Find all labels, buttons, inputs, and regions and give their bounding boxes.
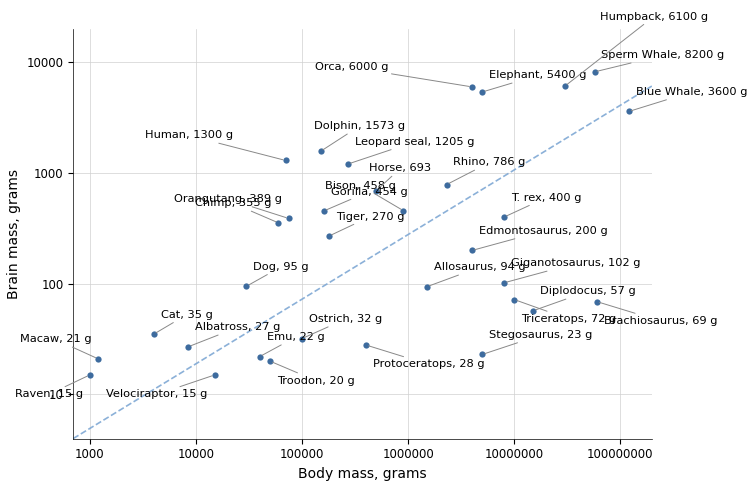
Text: Bison, 458 g: Bison, 458 g [326, 181, 401, 209]
Text: Brachiosaurus, 69 g: Brachiosaurus, 69 g [599, 303, 717, 326]
Text: Human, 1300 g: Human, 1300 g [145, 130, 283, 160]
X-axis label: Body mass, grams: Body mass, grams [299, 467, 427, 481]
Text: Triceratops, 72 g: Triceratops, 72 g [517, 301, 617, 324]
Text: Giganotosaurus, 102 g: Giganotosaurus, 102 g [507, 258, 640, 282]
Text: Velociraptor, 15 g: Velociraptor, 15 g [106, 376, 212, 400]
Text: Orca, 6000 g: Orca, 6000 g [315, 62, 469, 86]
Text: Troodon, 20 g: Troodon, 20 g [273, 362, 354, 386]
Text: Orangutang, 389 g: Orangutang, 389 g [173, 194, 286, 218]
Text: Gorilla, 454 g: Gorilla, 454 g [326, 186, 407, 210]
Text: Edmontosaurus, 200 g: Edmontosaurus, 200 g [475, 226, 608, 250]
Text: Raven, 15 g: Raven, 15 g [14, 376, 87, 400]
Text: Chimp, 355 g: Chimp, 355 g [195, 199, 276, 222]
Text: Diplodocus, 57 g: Diplodocus, 57 g [535, 286, 636, 310]
Y-axis label: Brain mass, grams: Brain mass, grams [7, 169, 21, 299]
Text: Albatross, 27 g: Albatross, 27 g [191, 322, 280, 346]
Text: Blue Whale, 3600 g: Blue Whale, 3600 g [632, 87, 747, 111]
Text: Elephant, 5400 g: Elephant, 5400 g [485, 70, 587, 91]
Text: Macaw, 21 g: Macaw, 21 g [20, 334, 96, 358]
Text: Ostrich, 32 g: Ostrich, 32 g [305, 314, 382, 337]
Text: Stegosaurus, 23 g: Stegosaurus, 23 g [485, 330, 593, 354]
Text: Humpback, 6100 g: Humpback, 6100 g [567, 12, 708, 84]
Text: Emu, 22 g: Emu, 22 g [262, 332, 324, 355]
Text: Sperm Whale, 8200 g: Sperm Whale, 8200 g [597, 50, 725, 71]
Text: Rhino, 786 g: Rhino, 786 g [449, 158, 526, 183]
Text: Cat, 35 g: Cat, 35 g [156, 310, 213, 333]
Text: Tiger, 270 g: Tiger, 270 g [332, 212, 404, 235]
Text: Protoceratops, 28 g: Protoceratops, 28 g [369, 346, 485, 369]
Text: T. rex, 400 g: T. rex, 400 g [507, 193, 581, 216]
Text: Allosaurus, 94 g: Allosaurus, 94 g [430, 263, 526, 286]
Text: Leopard seal, 1205 g: Leopard seal, 1205 g [351, 137, 474, 163]
Text: Dolphin, 1573 g: Dolphin, 1573 g [314, 122, 405, 150]
Text: Dog, 95 g: Dog, 95 g [249, 262, 309, 285]
Text: Horse, 693: Horse, 693 [369, 163, 431, 189]
